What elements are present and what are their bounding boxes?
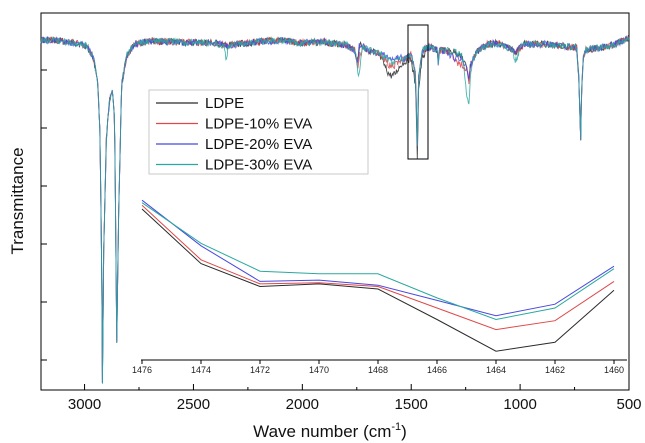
x-tick-label: 2500 <box>177 396 210 413</box>
inset-x-tick-label: 1464 <box>486 365 506 375</box>
zoom-region-box <box>407 24 429 160</box>
inset-x-tick-label: 1460 <box>604 365 624 375</box>
x-axis-title-main: Wave number (cm <box>253 422 391 441</box>
legend-label: LDPE <box>205 95 244 112</box>
inset-x-tick-label: 1472 <box>250 365 270 375</box>
x-tick-label: 3000 <box>68 396 101 413</box>
y-axis-title: Transmittance <box>8 147 27 254</box>
x-axis-title-superscript: -1 <box>391 421 401 433</box>
legend: LDPE LDPE-10% EVA LDPE-20% EVA LDPE-30% EVA <box>148 89 369 175</box>
x-tick-label: 2000 <box>286 396 319 413</box>
inset-series-line <box>141 204 615 331</box>
spectrum-line <box>40 35 630 383</box>
inset-x-axis-ticks: 1476 1474 1472 1470 1468 1466 1464 1462 1460 <box>132 360 624 375</box>
inset-series-line <box>141 208 615 352</box>
legend-label: LDPE-20% EVA <box>205 136 312 153</box>
inset-series-line <box>141 199 615 317</box>
spectrum-line <box>40 36 630 384</box>
x-tick-label: 500 <box>616 396 641 413</box>
inset-lines <box>141 199 615 352</box>
inset-x-tick-label: 1470 <box>309 365 329 375</box>
inset-x-tick-label: 1466 <box>427 365 447 375</box>
legend-label: LDPE-30% EVA <box>205 157 312 174</box>
x-axis-ticks: 3000 2500 2000 1500 1000 500 <box>68 384 642 413</box>
inset-x-tick-label: 1476 <box>132 365 152 375</box>
inset-x-tick-label: 1468 <box>368 365 388 375</box>
x-tick-label: 1500 <box>395 396 428 413</box>
x-axis-title-close: ) <box>401 422 407 441</box>
x-axis-title: Wave number (cm-1) <box>253 421 407 441</box>
inset-x-tick-label: 1474 <box>191 365 211 375</box>
inset-x-tick-label: 1462 <box>545 365 565 375</box>
y-axis-ticks <box>41 69 47 361</box>
x-tick-label: 1000 <box>503 396 536 413</box>
inset-series-line <box>141 202 615 321</box>
legend-box <box>148 89 369 175</box>
spectra-lines <box>40 35 630 384</box>
plot-frame <box>40 12 630 391</box>
spectrum-line <box>40 35 630 383</box>
legend-label: LDPE-10% EVA <box>205 116 312 133</box>
inset-plot: 1476 1474 1472 1470 1468 1466 1464 1462 1460 <box>132 199 627 375</box>
spectrum-line <box>40 35 630 384</box>
